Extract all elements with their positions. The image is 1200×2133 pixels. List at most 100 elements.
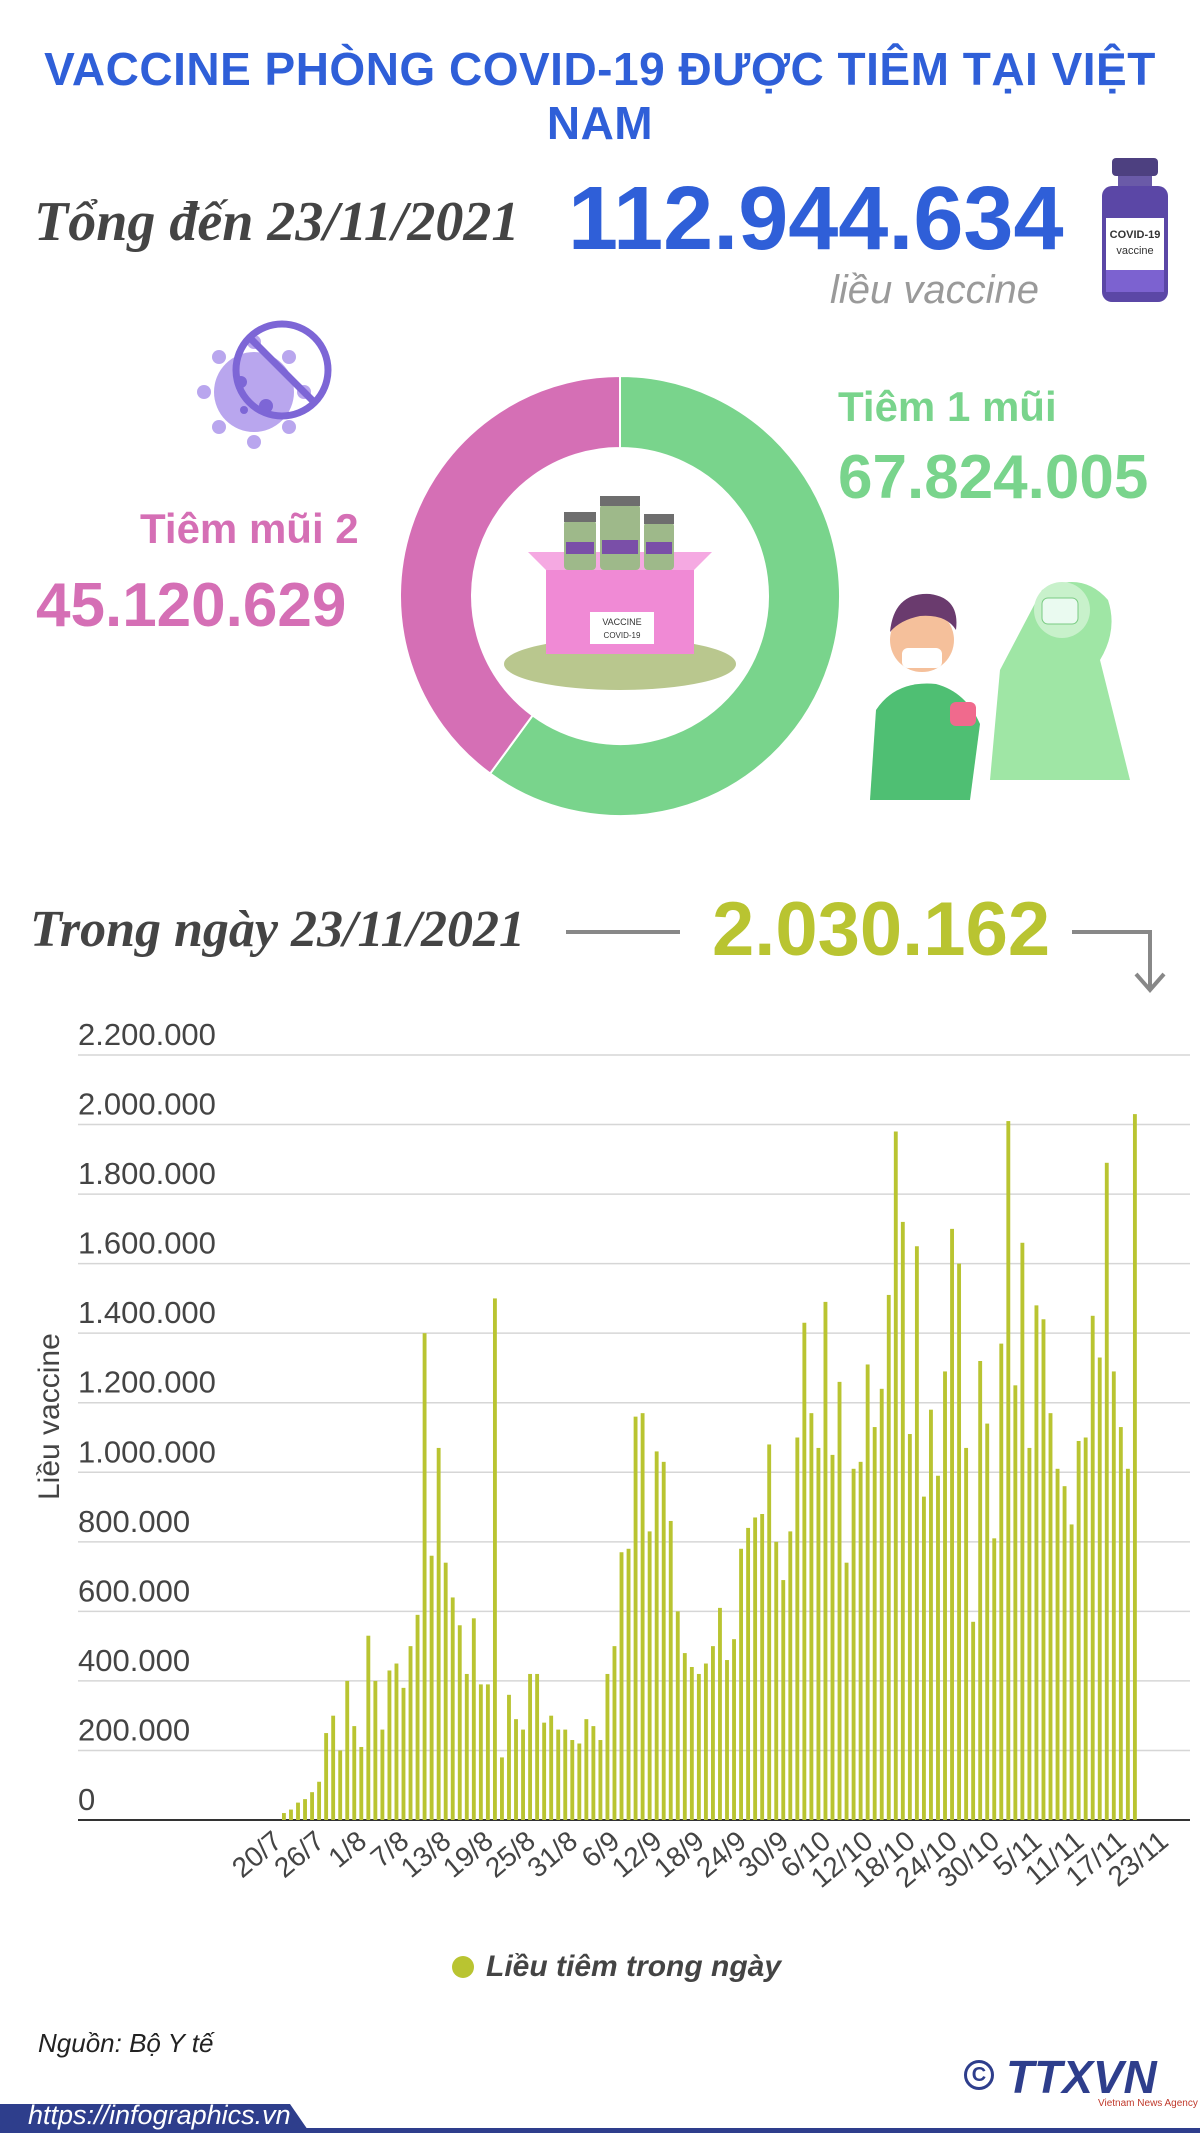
box-text-1: VACCINE	[602, 617, 641, 627]
day-value: 2.030.162	[712, 887, 1051, 972]
bar	[1020, 1242, 1025, 1820]
bar	[718, 1607, 722, 1820]
bar	[654, 1451, 659, 1820]
vaccination-illustration	[870, 582, 1130, 800]
bar	[289, 1809, 293, 1820]
bar	[957, 1263, 962, 1820]
bar	[844, 1562, 849, 1820]
bar	[1104, 1162, 1109, 1820]
y-tick-label: 0	[78, 1782, 95, 1817]
total-value: 112.944.634	[568, 169, 1064, 269]
bar	[971, 1621, 976, 1820]
y-tick-label: 1.600.000	[78, 1226, 216, 1261]
bar	[282, 1813, 286, 1820]
bar	[774, 1541, 779, 1820]
bar	[816, 1447, 821, 1820]
bar	[661, 1461, 666, 1820]
bar	[1048, 1413, 1053, 1820]
bar	[563, 1729, 568, 1820]
donut-slice-2	[399, 374, 621, 775]
brand-logo: TTXVN	[1006, 2051, 1157, 2103]
bar	[943, 1371, 947, 1820]
bar	[788, 1531, 793, 1820]
bar	[689, 1667, 694, 1820]
bar	[633, 1416, 638, 1820]
y-tick-label: 1.400.000	[78, 1295, 216, 1330]
bar	[1076, 1440, 1081, 1820]
bar	[373, 1680, 378, 1820]
y-tick-label: 600.000	[78, 1573, 190, 1608]
bar	[485, 1684, 490, 1820]
bar	[584, 1719, 589, 1820]
bar	[500, 1757, 504, 1820]
y-tick-label: 400.000	[78, 1643, 190, 1678]
bar	[992, 1538, 997, 1820]
bar	[802, 1322, 807, 1820]
bar	[1006, 1121, 1011, 1820]
footer-url[interactable]: https://infographics.vn	[28, 2100, 291, 2130]
dose2-value: 45.120.629	[36, 571, 347, 640]
bar	[809, 1413, 814, 1820]
bar	[1034, 1305, 1039, 1820]
arrow-down-icon	[1072, 930, 1166, 994]
bar	[303, 1799, 307, 1820]
bar	[1027, 1447, 1032, 1820]
bar	[317, 1781, 322, 1820]
bar	[528, 1673, 533, 1820]
bar	[464, 1673, 469, 1820]
bar	[429, 1555, 434, 1820]
bar	[387, 1670, 392, 1820]
bar	[1111, 1371, 1116, 1820]
bar	[359, 1746, 364, 1820]
bar	[450, 1597, 455, 1820]
bar	[626, 1548, 631, 1820]
y-tick-label: 2.200.000	[78, 1020, 216, 1052]
dose1-value: 67.824.005	[838, 443, 1149, 512]
bar	[457, 1625, 462, 1820]
bar	[296, 1802, 300, 1820]
bar	[725, 1660, 729, 1820]
bar	[907, 1434, 912, 1820]
box-text-2: COVID-19	[604, 631, 641, 640]
bar	[964, 1447, 969, 1820]
vaccine-box-icon: VACCINE COVID-19	[504, 496, 736, 690]
bar	[598, 1740, 603, 1820]
y-tick-label: 800.000	[78, 1504, 190, 1539]
bar	[746, 1527, 751, 1820]
dose1-label: Tiêm 1 mũi	[838, 383, 1057, 430]
bar	[1125, 1468, 1130, 1820]
bar	[929, 1409, 933, 1820]
bar	[352, 1726, 357, 1820]
chart-legend: Liều tiêm trong ngày	[452, 1950, 781, 1984]
dose-donut-chart: VACCINE COVID-19	[399, 374, 841, 817]
y-tick-label: 1.000.000	[78, 1434, 216, 1469]
bar	[1132, 1114, 1137, 1820]
bar	[640, 1413, 645, 1820]
bar	[415, 1614, 420, 1820]
bar	[366, 1635, 371, 1820]
bar	[331, 1715, 336, 1820]
bar	[324, 1733, 329, 1820]
bar	[978, 1361, 983, 1820]
day-connector-line	[566, 930, 680, 934]
virus-blocked-icon	[197, 320, 332, 449]
bar	[795, 1437, 800, 1820]
bar	[647, 1531, 652, 1820]
bar	[591, 1726, 596, 1820]
y-tick-label: 1.800.000	[78, 1156, 216, 1191]
bar	[893, 1131, 898, 1820]
bar	[696, 1673, 701, 1820]
bar	[514, 1719, 518, 1820]
bar	[1090, 1315, 1095, 1820]
bar	[549, 1715, 554, 1820]
bar	[767, 1444, 772, 1820]
vial-text-2: vaccine	[1116, 245, 1153, 257]
bar	[711, 1646, 715, 1820]
bar	[781, 1580, 786, 1820]
dose2-label: Tiêm mũi 2	[140, 505, 359, 552]
y-tick-label: 2.000.000	[78, 1087, 216, 1122]
bar	[732, 1639, 736, 1820]
bar	[577, 1743, 582, 1820]
bar	[401, 1687, 406, 1820]
donut-slice-1	[488, 374, 841, 817]
